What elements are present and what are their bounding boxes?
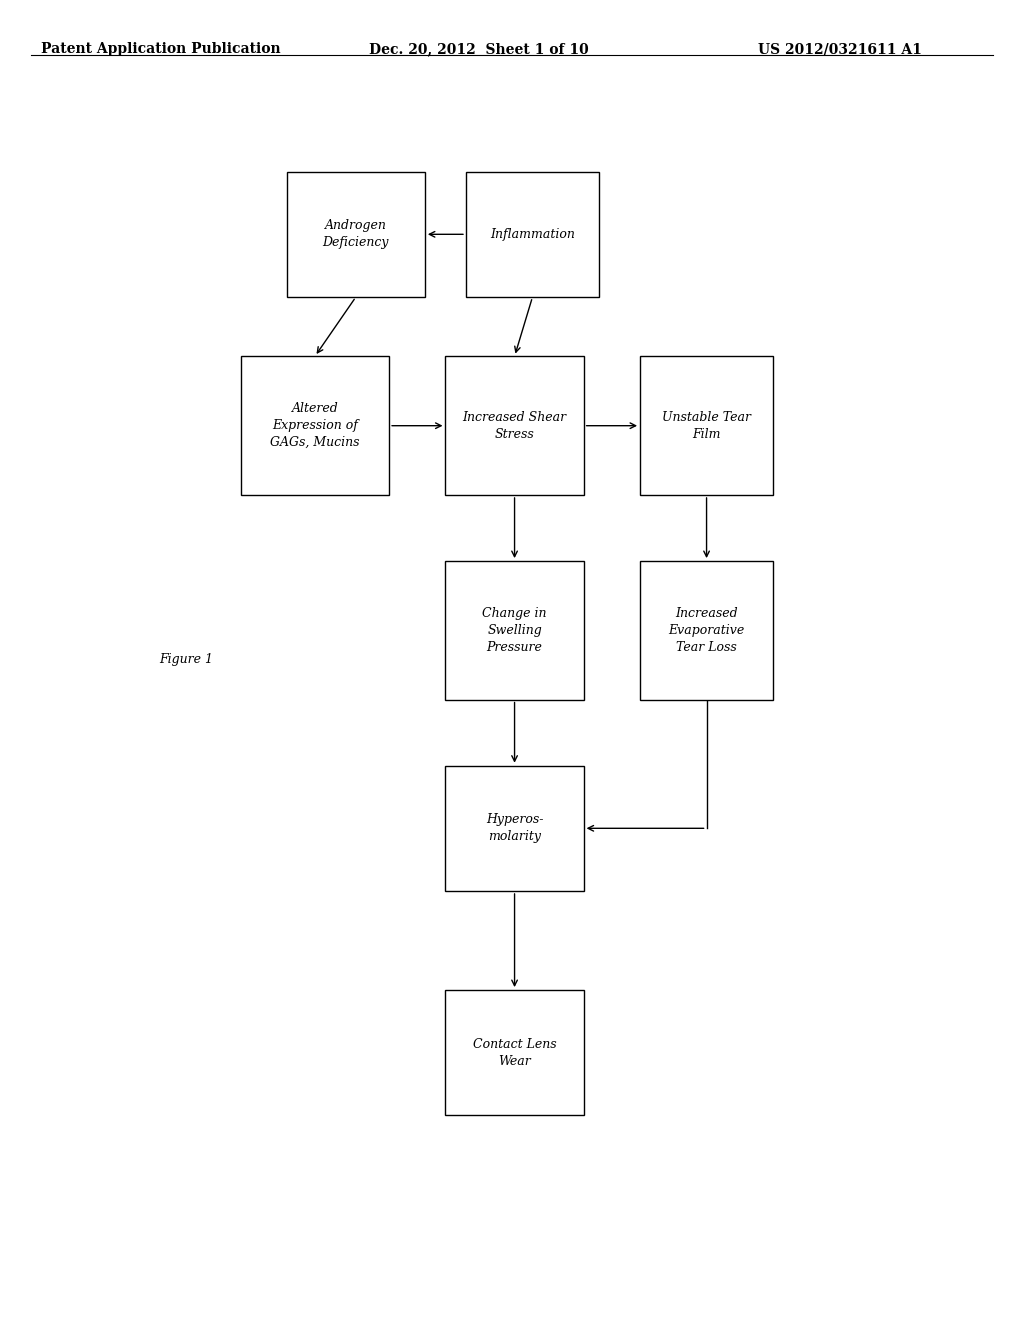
Bar	[640, 356, 773, 495]
Bar	[466, 172, 599, 297]
Text: Inflammation: Inflammation	[490, 228, 574, 240]
Text: Figure 1: Figure 1	[159, 653, 213, 667]
Text: Hyperos-
molarity: Hyperos- molarity	[485, 813, 544, 843]
Text: Altered
Expression of
GAGs, Mucins: Altered Expression of GAGs, Mucins	[270, 403, 359, 449]
Text: Patent Application Publication: Patent Application Publication	[41, 42, 281, 57]
Text: Androgen
Deficiency: Androgen Deficiency	[323, 219, 389, 249]
Bar	[287, 172, 425, 297]
Text: Increased Shear
Stress: Increased Shear Stress	[463, 411, 566, 441]
Text: US 2012/0321611 A1: US 2012/0321611 A1	[758, 42, 922, 57]
Text: Dec. 20, 2012  Sheet 1 of 10: Dec. 20, 2012 Sheet 1 of 10	[369, 42, 589, 57]
Text: Increased
Evaporative
Tear Loss: Increased Evaporative Tear Loss	[669, 607, 744, 653]
Text: Contact Lens
Wear: Contact Lens Wear	[473, 1038, 556, 1068]
Text: Change in
Swelling
Pressure: Change in Swelling Pressure	[482, 607, 547, 653]
Bar	[241, 356, 389, 495]
Bar	[445, 561, 584, 700]
Bar	[640, 561, 773, 700]
Text: Unstable Tear
Film: Unstable Tear Film	[663, 411, 751, 441]
Bar	[445, 990, 584, 1115]
Bar	[445, 356, 584, 495]
Bar	[445, 766, 584, 891]
